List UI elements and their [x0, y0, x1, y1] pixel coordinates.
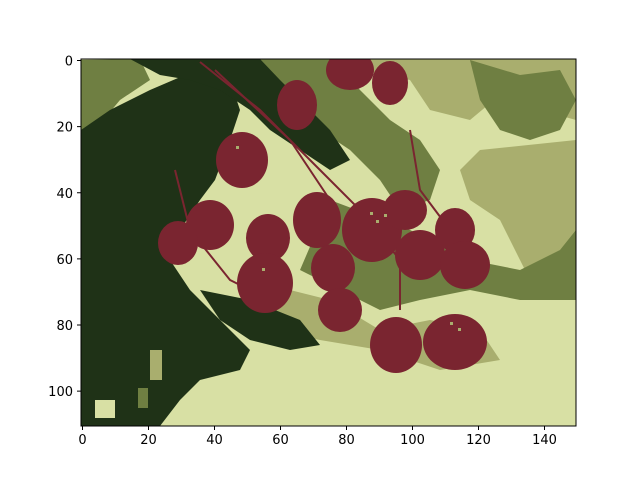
- berry: [318, 288, 362, 332]
- y-axis: 0 20 40 60 80 100: [48, 55, 81, 400]
- y-tick-label: 60: [56, 253, 73, 268]
- y-tick-label: 80: [56, 319, 73, 334]
- berry: [372, 61, 408, 105]
- dark-leaf-top: [130, 59, 350, 170]
- berry: [293, 192, 341, 248]
- x-tick-label: 140: [532, 433, 557, 448]
- berry: [216, 132, 268, 188]
- berry: [326, 59, 374, 90]
- olive-region-right: [470, 60, 576, 140]
- berry: [440, 241, 490, 289]
- berry: [383, 190, 427, 230]
- berries: [158, 59, 490, 373]
- berry: [277, 80, 317, 130]
- y-tick-label: 20: [56, 121, 73, 136]
- x-axis: 0 20 40 60 80 100 120 140: [78, 426, 557, 448]
- y-tick-label: 100: [48, 385, 73, 400]
- olive-region-top: [180, 59, 440, 210]
- berry: [370, 317, 422, 373]
- light-patch: [150, 350, 162, 380]
- berry: [423, 314, 487, 370]
- axes-frame: [80, 58, 577, 427]
- berry: [186, 200, 234, 250]
- light-patch: [95, 400, 115, 418]
- light-patch: [138, 388, 148, 408]
- berry: [311, 244, 355, 292]
- x-tick-label: 80: [338, 433, 355, 448]
- posterized-photo: [81, 59, 576, 426]
- dark-leaf-lower: [200, 290, 320, 350]
- berry: [246, 214, 290, 262]
- y-tick-label: 40: [56, 187, 73, 202]
- berry-highlights: [236, 146, 461, 331]
- x-tick-label: 100: [400, 433, 425, 448]
- x-tick-label: 40: [206, 433, 223, 448]
- x-tick-label: 60: [272, 433, 289, 448]
- y-tick-label: 0: [65, 55, 73, 70]
- berry: [237, 253, 293, 313]
- berry: [158, 221, 198, 265]
- x-tick-label: 120: [466, 433, 491, 448]
- x-tick-label: 20: [140, 433, 157, 448]
- x-tick-label: 0: [78, 433, 86, 448]
- berry: [395, 230, 445, 280]
